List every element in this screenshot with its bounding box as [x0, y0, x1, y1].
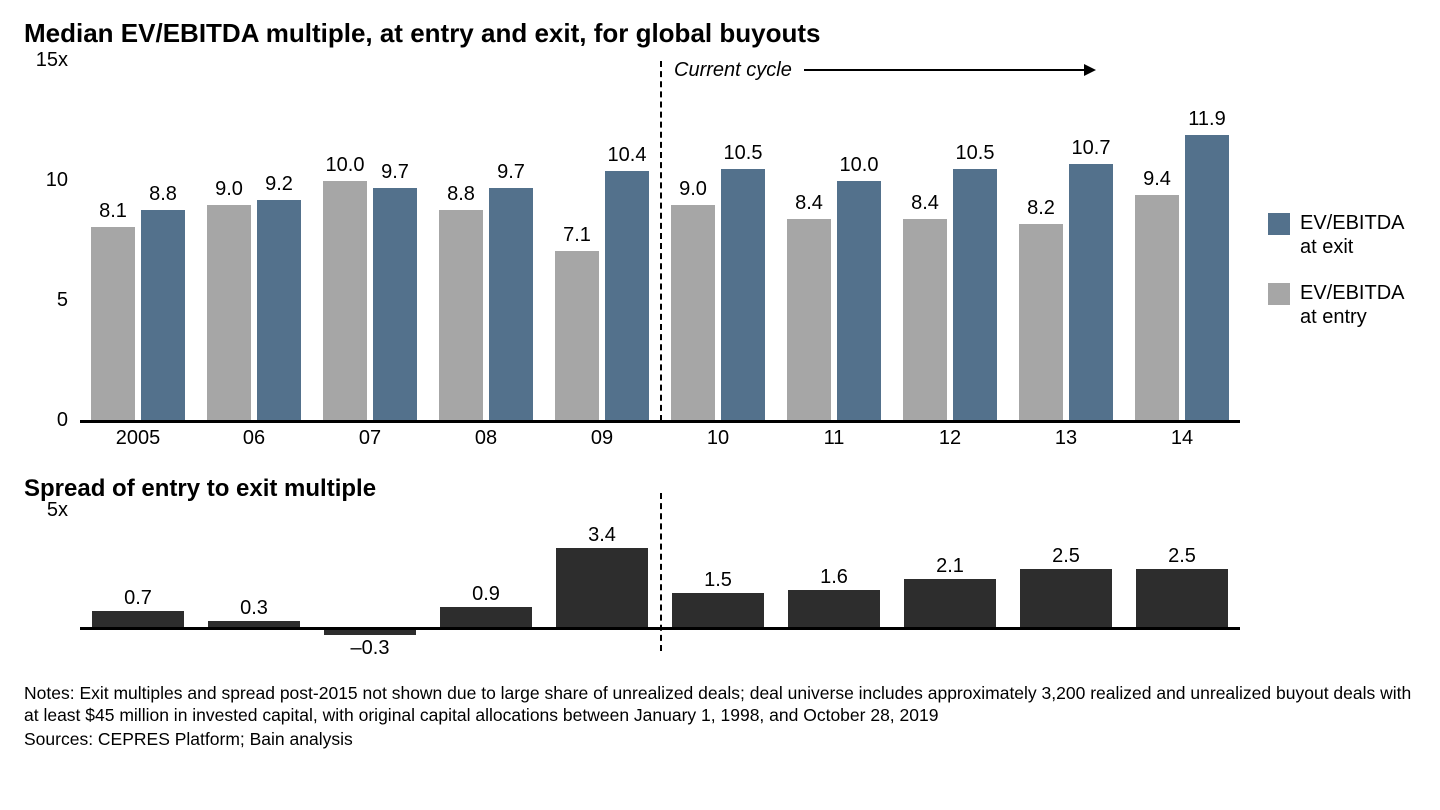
legend-swatch [1268, 213, 1290, 235]
bar-value-label: 0.9 [425, 583, 547, 606]
bar-exit [141, 210, 185, 421]
x-category-label: 11 [777, 427, 891, 450]
bar-value-label: 9.7 [479, 161, 543, 184]
x-category-label: 06 [197, 427, 311, 450]
bar-value-label: 2.5 [1005, 545, 1127, 568]
bar-entry [903, 219, 947, 421]
bar-value-label: 11.9 [1175, 108, 1239, 131]
notes-text: Notes: Exit multiples and spread post-20… [24, 683, 1416, 727]
spread-bar [556, 548, 648, 627]
current-cycle-label: Current cycle [674, 59, 792, 82]
bar-value-label: 10.4 [595, 144, 659, 167]
spread-bar [92, 611, 184, 627]
bar-entry [555, 251, 599, 421]
spread-bar [440, 607, 532, 628]
bar-exit [1185, 135, 1229, 421]
bar-value-label: 10.5 [711, 142, 775, 165]
spread-bar [788, 590, 880, 627]
bar-exit [837, 181, 881, 421]
legend-label: EV/EBITDAat entry [1300, 281, 1404, 329]
x-category-label: 08 [429, 427, 543, 450]
bar-exit [489, 188, 533, 421]
x-category-label: 12 [893, 427, 1007, 450]
bar-value-label: 8.2 [1009, 197, 1073, 220]
chart-title: Median EV/EBITDA multiple, at entry and … [24, 18, 1416, 49]
bar-entry [439, 210, 483, 421]
y-tick-label: 10 [24, 169, 68, 192]
arrow-line [804, 69, 1084, 71]
bar-value-label: 8.8 [429, 183, 493, 206]
cycle-divider [660, 61, 662, 421]
bar-exit [257, 200, 301, 421]
bar-value-label: 10.0 [827, 154, 891, 177]
spread-bar [904, 579, 996, 628]
legend: EV/EBITDAat exit EV/EBITDAat entry [1268, 211, 1404, 351]
legend-label: EV/EBITDAat exit [1300, 211, 1404, 259]
x-category-label: 2005 [81, 427, 195, 450]
bar-entry [1135, 195, 1179, 421]
bar-value-label: 9.2 [247, 173, 311, 196]
cycle-divider [660, 493, 662, 651]
bar-exit [373, 188, 417, 421]
bar-value-label: 8.4 [893, 192, 957, 215]
bar-entry [91, 227, 135, 421]
bar-value-label: 1.6 [773, 566, 895, 589]
bar-value-label: 9.7 [363, 161, 427, 184]
y-tick-label: 0 [24, 409, 68, 432]
bar-value-label: 3.4 [541, 524, 663, 547]
bar-exit [721, 169, 765, 421]
bar-value-label: 8.4 [777, 192, 841, 215]
spread-bar [1020, 569, 1112, 627]
bar-exit [1069, 164, 1113, 421]
y-tick-label: 5 [24, 289, 68, 312]
bar-value-label: 7.1 [545, 224, 609, 247]
x-category-label: 14 [1125, 427, 1239, 450]
bar-entry [787, 219, 831, 421]
bar-exit [953, 169, 997, 421]
spread-bar [672, 593, 764, 628]
spread-bar [1136, 569, 1228, 627]
top-chart: 051015x8.18.820059.09.20610.09.7078.89.7… [24, 61, 1240, 457]
bar-value-label: 2.5 [1121, 545, 1243, 568]
legend-item: EV/EBITDAat entry [1268, 281, 1404, 329]
legend-item: EV/EBITDAat exit [1268, 211, 1404, 259]
bar-value-label: 10.5 [943, 142, 1007, 165]
bar-value-label: 9.4 [1125, 168, 1189, 191]
bar-value-label: –0.3 [309, 637, 431, 660]
bar-entry [323, 181, 367, 421]
bar-value-label: 2.1 [889, 555, 1011, 578]
arrow-head-icon [1084, 64, 1096, 76]
x-category-label: 09 [545, 427, 659, 450]
bar-entry [207, 205, 251, 421]
bar-value-label: 1.5 [657, 569, 779, 592]
bar-entry [1019, 224, 1063, 421]
bar-value-label: 0.7 [77, 587, 199, 610]
sources-text: Sources: CEPRES Platform; Bain analysis [24, 729, 1416, 750]
bar-exit [605, 171, 649, 421]
x-category-label: 07 [313, 427, 427, 450]
y-tick-label: 15x [24, 49, 68, 72]
subtitle: Spread of entry to exit multiple [24, 475, 1416, 503]
legend-swatch [1268, 283, 1290, 305]
x-category-label: 10 [661, 427, 775, 450]
bar-value-label: 10.7 [1059, 137, 1123, 160]
y-tick-label: 5x [24, 499, 68, 522]
top-chart-wrap: 051015x8.18.820059.09.20610.09.7078.89.7… [24, 61, 1416, 457]
bottom-chart: 5x0.70.3–0.30.93.41.51.62.12.52.5 [24, 511, 1240, 661]
x-category-label: 13 [1009, 427, 1123, 450]
bar-value-label: 9.0 [661, 178, 725, 201]
bar-value-label: 0.3 [193, 597, 315, 620]
bar-value-label: 8.8 [131, 183, 195, 206]
bar-entry [671, 205, 715, 421]
